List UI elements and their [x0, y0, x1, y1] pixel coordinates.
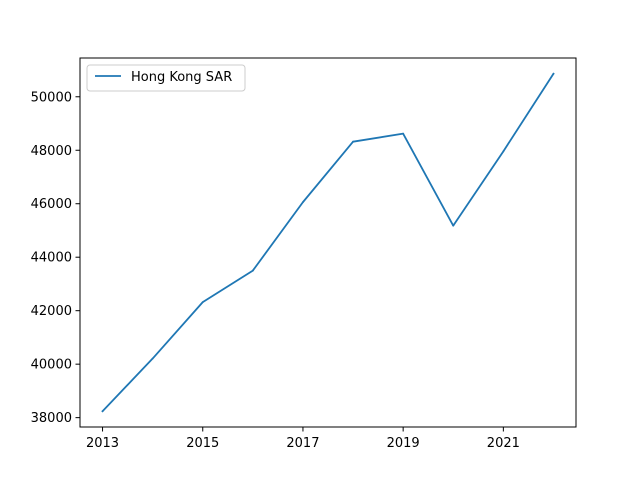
y-tick-label: 46000 — [31, 197, 72, 212]
y-tick-label: 48000 — [31, 144, 72, 159]
y-tick-label: 38000 — [31, 411, 72, 426]
y-tick-label: 42000 — [31, 304, 72, 319]
data-point — [101, 410, 104, 413]
data-point — [552, 72, 555, 75]
data-point — [251, 269, 254, 272]
x-tick-label: 2021 — [487, 436, 520, 451]
series-line — [101, 72, 555, 413]
data-point — [402, 132, 405, 135]
data-point — [302, 201, 304, 204]
x-tick-label: 2013 — [86, 436, 119, 451]
y-tick-label: 44000 — [31, 251, 72, 266]
legend: Hong Kong SAR — [86, 64, 246, 92]
x-tick-label: 2019 — [387, 436, 420, 451]
data-point — [452, 224, 455, 227]
y-tick-label: 50000 — [31, 90, 72, 105]
data-point — [201, 301, 204, 304]
plot-marks — [101, 72, 555, 413]
data-point — [151, 357, 154, 360]
data-point — [502, 150, 505, 153]
y-tick-label: 40000 — [31, 358, 72, 373]
axis-ticks: 2013 2015 2017 2019 2021 38000 40000 42000 44000… — [31, 90, 520, 451]
legend-label: Hong Kong SAR — [131, 70, 232, 85]
plot-frame — [79, 57, 577, 428]
legend-box — [86, 64, 246, 92]
x-tick-label: 2015 — [186, 436, 219, 451]
x-tick-label: 2017 — [286, 436, 319, 451]
data-point — [352, 140, 354, 143]
